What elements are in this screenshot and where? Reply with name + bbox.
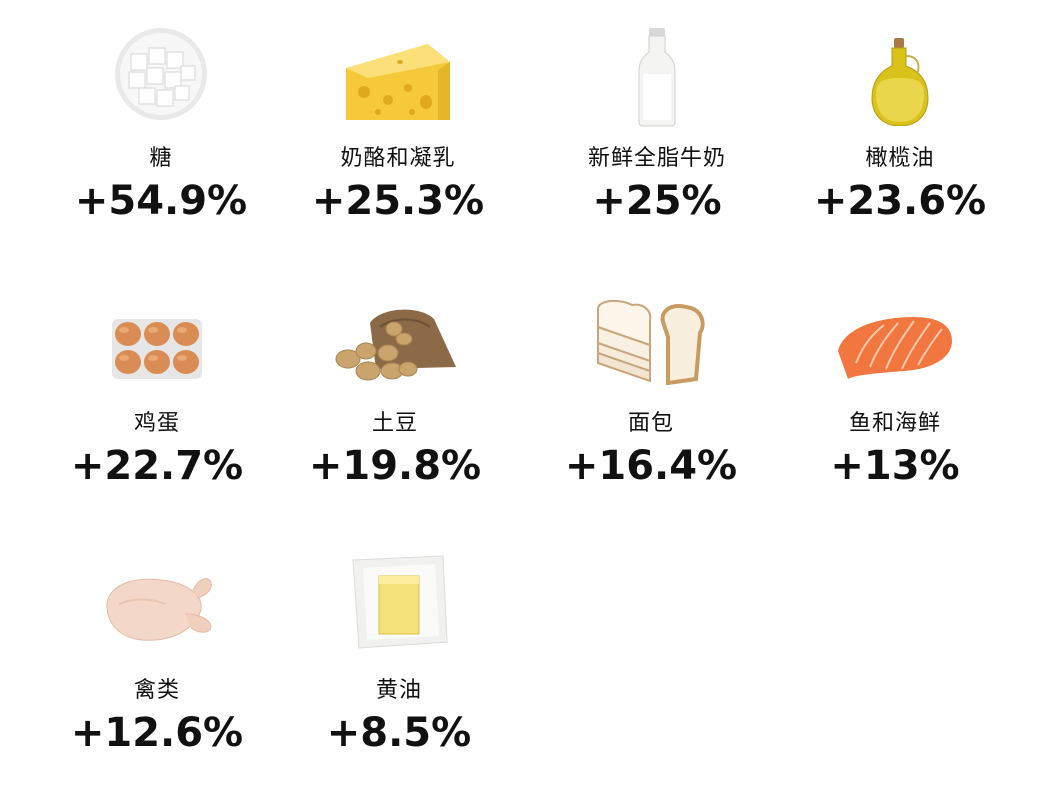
- item-value: +12.6%: [70, 710, 244, 756]
- sugar-cubes-icon: [111, 26, 211, 122]
- item-value: +8.5%: [326, 710, 472, 756]
- item-label: 新鲜全脂牛奶: [587, 146, 726, 171]
- salmon-icon: [834, 313, 956, 381]
- item-value: +54.9%: [74, 178, 248, 224]
- item-value: +13%: [830, 443, 960, 489]
- milk-bottle-icon: [637, 26, 677, 128]
- olive-oil-icon: [870, 38, 930, 126]
- item-value: +23.6%: [813, 178, 987, 224]
- potatoes-icon: [330, 303, 460, 383]
- butter-icon: [349, 554, 449, 650]
- item-value: +22.7%: [70, 443, 244, 489]
- item-label: 糖: [149, 146, 173, 171]
- item-value: +25%: [592, 178, 722, 224]
- item-value: +25.3%: [311, 178, 485, 224]
- item-label: 土豆: [371, 411, 418, 436]
- item-label: 黄油: [375, 678, 422, 703]
- item-value: +19.8%: [308, 443, 482, 489]
- cheese-icon: [342, 40, 454, 124]
- chicken-icon: [99, 568, 215, 646]
- item-label: 橄榄油: [865, 146, 935, 171]
- eggs-icon: [110, 317, 204, 381]
- item-label: 鱼和海鲜: [848, 411, 941, 436]
- bread-icon: [592, 297, 710, 385]
- item-label: 禽类: [133, 678, 180, 703]
- item-label: 面包: [627, 411, 674, 436]
- item-value: +16.4%: [564, 443, 738, 489]
- item-label: 鸡蛋: [133, 411, 180, 436]
- item-label: 奶酪和凝乳: [340, 146, 456, 171]
